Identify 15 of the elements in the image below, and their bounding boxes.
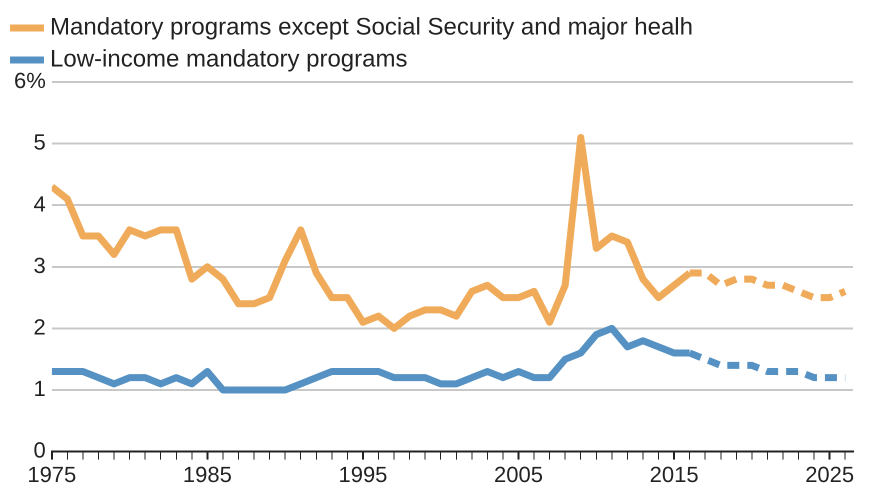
x-tick-label: 2005 (494, 462, 543, 487)
y-tick-label: 4 (34, 191, 46, 216)
y-tick-label: 2 (34, 314, 46, 340)
x-tick-label: 1985 (182, 462, 232, 487)
x-tick-label: 2025 (805, 462, 854, 487)
legend-label: Low-income mandatory programs (50, 46, 408, 73)
y-tick-label: 3 (34, 252, 46, 278)
legend-label: Mandatory programs except Social Security and major healh (50, 14, 693, 41)
y-tick-label: 6% (14, 68, 46, 94)
y-tick-label: 0 (34, 438, 46, 463)
x-tick-label: 2015 (650, 462, 699, 487)
x-tick-label: 1995 (338, 462, 388, 487)
x-tick-label: 1975 (27, 462, 76, 487)
y-tick-label: 1 (34, 376, 46, 402)
y-tick-label: 5 (34, 130, 46, 155)
